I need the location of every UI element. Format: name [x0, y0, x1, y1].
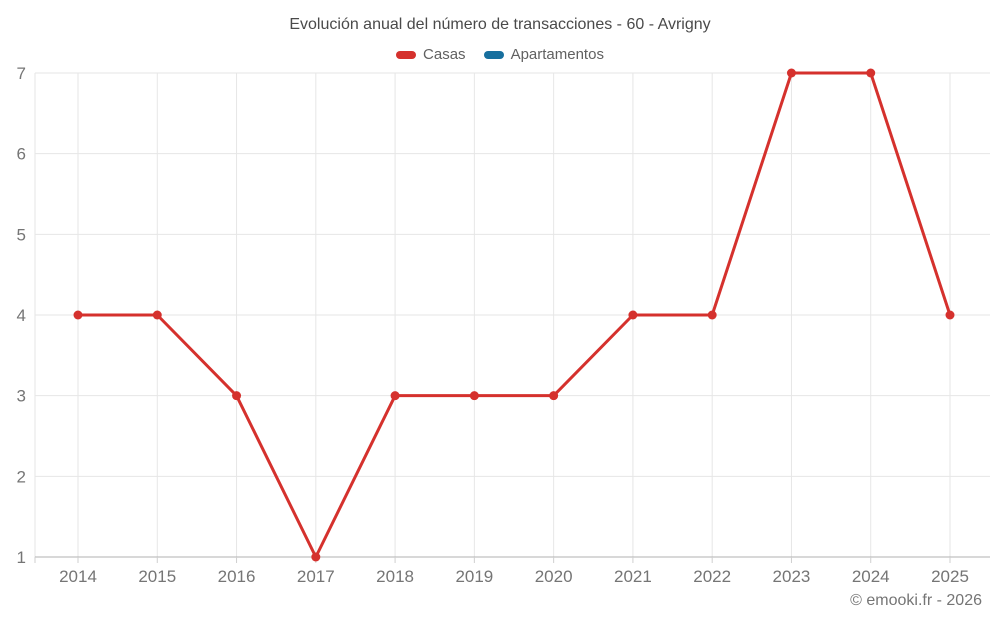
y-axis-tick-label: 2	[17, 467, 26, 486]
x-axis-tick-label: 2025	[931, 567, 969, 586]
x-axis-tick-label: 2019	[455, 567, 493, 586]
legend-item-apartamentos[interactable]: Apartamentos	[483, 46, 604, 63]
data-point-casas-2014[interactable]	[73, 310, 83, 320]
data-point-casas-2025[interactable]	[945, 310, 955, 320]
data-point-casas-2024[interactable]	[866, 68, 876, 78]
data-point-casas-2016[interactable]	[232, 391, 242, 401]
data-point-casas-2018[interactable]	[390, 391, 400, 401]
legend: Casas Apartamentos	[0, 46, 1000, 63]
data-point-casas-2015[interactable]	[152, 310, 162, 320]
data-point-casas-2023[interactable]	[786, 68, 796, 78]
x-axis-tick-label: 2023	[773, 567, 811, 586]
x-axis-tick-label: 2022	[693, 567, 731, 586]
x-axis-tick-label: 2021	[614, 567, 652, 586]
data-point-casas-2022[interactable]	[707, 310, 717, 320]
x-axis-tick-label: 2014	[59, 567, 97, 586]
y-axis-tick-label: 4	[17, 306, 26, 325]
data-point-casas-2019[interactable]	[469, 391, 479, 401]
legend-swatch-icon	[396, 50, 417, 59]
copyright-footer: © emooki.fr - 2026	[850, 592, 982, 609]
legend-label: Apartamentos	[510, 46, 604, 63]
legend-swatch-icon	[483, 50, 504, 59]
y-axis-tick-label: 6	[17, 145, 26, 164]
data-point-casas-2020[interactable]	[549, 391, 559, 401]
legend-label: Casas	[423, 46, 466, 63]
y-axis-tick-label: 1	[17, 548, 26, 567]
chart-title: Evolución anual del número de transaccio…	[289, 16, 711, 33]
x-axis-tick-label: 2017	[297, 567, 335, 586]
y-axis-tick-label: 7	[17, 64, 26, 83]
y-axis-tick-label: 3	[17, 387, 26, 406]
x-axis-tick-label: 2018	[376, 567, 414, 586]
x-axis-tick-label: 2024	[852, 567, 890, 586]
data-point-casas-2021[interactable]	[628, 310, 638, 320]
x-axis-tick-label: 2020	[535, 567, 573, 586]
x-axis-tick-label: 2015	[138, 567, 176, 586]
series-line-casas	[76, 71, 952, 559]
data-point-casas-2017[interactable]	[311, 552, 321, 562]
x-axis-tick-label: 2016	[218, 567, 256, 586]
y-axis-tick-label: 5	[17, 225, 26, 244]
legend-item-casas[interactable]: Casas	[396, 46, 466, 63]
